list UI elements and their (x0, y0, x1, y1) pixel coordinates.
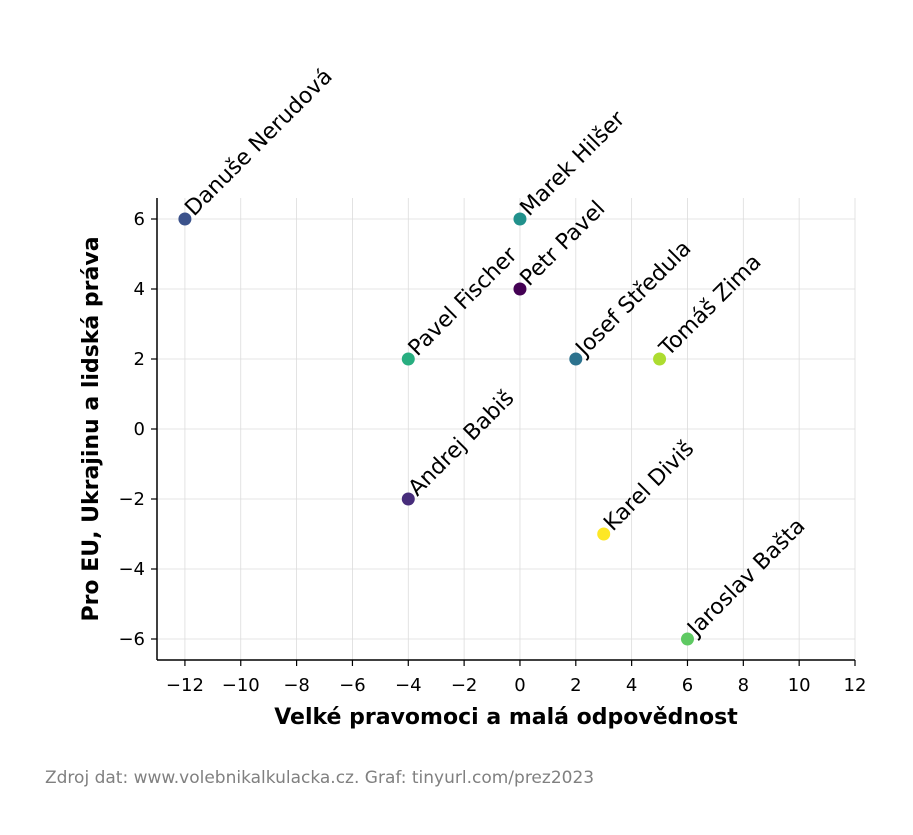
data-point (513, 212, 527, 226)
x-tick-label: 12 (844, 675, 867, 696)
x-tick-label: 8 (738, 675, 749, 696)
x-tick-label: 10 (788, 675, 811, 696)
data-point (653, 352, 667, 366)
x-tick-label: 6 (682, 675, 693, 696)
data-point (401, 352, 415, 366)
y-tick-label: 0 (134, 419, 145, 440)
x-tick-label: −4 (395, 675, 422, 696)
x-axis-ticks: −12 −10 −8 −6 −4 −2 0 2 4 6 8 10 12 (166, 660, 867, 696)
y-tick-label: −2 (118, 489, 145, 510)
data-point (513, 282, 527, 296)
y-axis-title: Pro EU, Ukrajinu a lidská práva (79, 236, 104, 621)
data-point (178, 212, 192, 226)
x-tick-label: 4 (626, 675, 637, 696)
y-tick-label: 6 (134, 209, 145, 230)
point-label: Pavel Fischer (404, 242, 523, 361)
point-label: Marek Hilšer (516, 106, 631, 221)
x-tick-label: 2 (570, 675, 581, 696)
y-tick-label: −6 (118, 629, 145, 650)
x-tick-label: −6 (339, 675, 366, 696)
data-point (569, 352, 583, 366)
grid (157, 198, 856, 660)
data-point (401, 492, 415, 506)
point-label: Jaroslav Bašta (682, 514, 811, 643)
x-tick-label: −10 (222, 675, 260, 696)
data-points (178, 212, 694, 646)
x-tick-label: 0 (514, 675, 525, 696)
x-tick-label: −8 (283, 675, 310, 696)
y-tick-label: 2 (134, 349, 145, 370)
y-axis-ticks: −6 −4 −2 0 2 4 6 (118, 209, 157, 650)
point-label: Danuše Nerudová (180, 64, 337, 221)
x-tick-label: −2 (451, 675, 478, 696)
x-axis-title: Velké pravomoci a malá odpovědnost (274, 705, 738, 730)
data-point (680, 632, 694, 646)
y-tick-label: −4 (118, 559, 145, 580)
data-point (597, 527, 611, 541)
source-note: Zdroj dat: www.volebnikalkulacka.cz. Gra… (45, 768, 595, 788)
point-label: Andrej Babiš (404, 386, 519, 501)
y-tick-label: 4 (134, 279, 145, 300)
point-label: Karel Diviš (599, 436, 699, 536)
x-tick-label: −12 (166, 675, 204, 696)
